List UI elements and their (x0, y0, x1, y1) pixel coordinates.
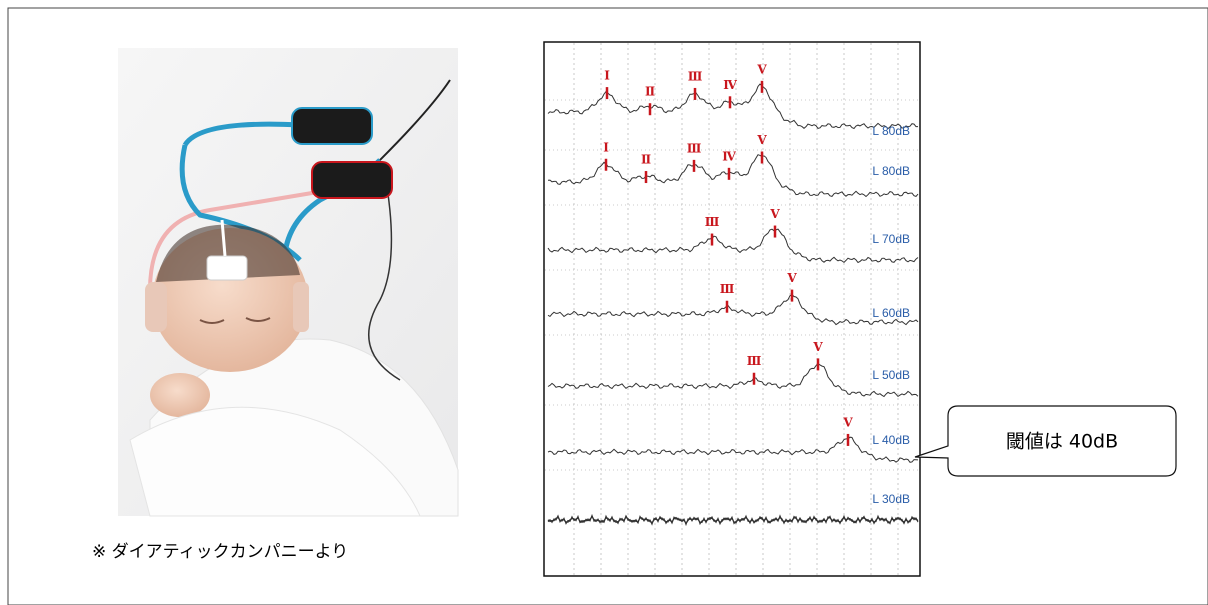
trace-label: L 80dB (872, 164, 910, 178)
peak-label: Ⅳ (723, 78, 737, 92)
peak-label: Ⅰ (603, 140, 609, 154)
peak-label: Ⅲ (747, 354, 762, 368)
peak-label: Ⅲ (705, 215, 720, 229)
peak-label: Ⅳ (722, 149, 736, 163)
peak-label: Ⅰ (604, 69, 610, 83)
abr-chart-frame (544, 42, 920, 576)
peak-label: Ⅴ (842, 415, 853, 429)
peak-label: Ⅴ (812, 340, 823, 354)
peak-label: Ⅲ (687, 141, 702, 155)
trace-label: L 50dB (872, 368, 910, 382)
peak-label: Ⅱ (641, 153, 651, 167)
trace-label: L 70dB (872, 232, 910, 246)
trace-label: L 30dB (872, 492, 910, 506)
photo-credit: ※ ダイアティックカンパニーより (92, 542, 348, 562)
slide-canvas: ※ ダイアティックカンパニーより L 80dB Ⅰ Ⅱ Ⅲ Ⅳ Ⅴ L 80dB Ⅰ Ⅱ Ⅲ Ⅳ Ⅴ L… (0, 0, 1208, 605)
slide: ※ ダイアティックカンパニーより L 80dB Ⅰ Ⅱ Ⅲ Ⅳ Ⅴ L 80dB Ⅰ Ⅱ Ⅲ Ⅳ Ⅴ L… (0, 0, 1208, 605)
callout-text: 閾値は 40dB (1006, 431, 1118, 453)
peak-label: Ⅱ (645, 85, 655, 99)
photo (118, 48, 458, 516)
peak-label: Ⅴ (769, 207, 780, 221)
peak-label: Ⅴ (756, 133, 767, 147)
peak-label: Ⅲ (688, 69, 703, 83)
peak-label: Ⅲ (720, 282, 735, 296)
peak-label: Ⅴ (786, 271, 797, 285)
trace-label: L 40dB (872, 433, 910, 447)
peak-label: Ⅴ (756, 62, 767, 76)
trace-label: L 60dB (872, 306, 910, 320)
trace-label: L 80dB (872, 124, 910, 138)
callout: 閾値は 40dB (915, 406, 1176, 476)
